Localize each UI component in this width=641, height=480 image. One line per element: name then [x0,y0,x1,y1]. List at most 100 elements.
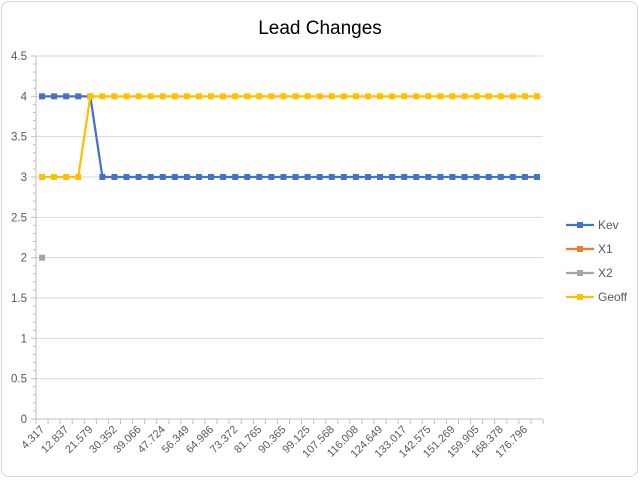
data-point-geoff [75,174,82,180]
data-point-geoff [377,93,384,100]
data-point-kev [340,174,347,180]
data-point-kev [147,174,154,180]
data-point-kev [208,174,215,180]
data-point-kev [171,174,178,180]
legend-swatch-marker [577,294,583,300]
y-tick-label: 1.5 [11,293,27,305]
data-point-kev [159,174,166,180]
y-tick-label: 4 [21,91,28,103]
data-point-geoff [316,93,323,100]
legend-item-x2: X2 [566,266,613,280]
data-point-geoff [232,93,239,100]
data-point-geoff [485,93,492,100]
data-point-kev [63,93,70,100]
data-point-kev [280,174,287,180]
data-point-geoff [159,93,166,100]
data-point-kev [401,174,408,180]
data-point-kev [473,174,480,180]
data-point-kev [485,174,492,180]
data-point-geoff [51,174,58,180]
legend-item-geoff: Geoff [566,290,628,304]
legend-label: Geoff [598,290,628,304]
data-point-kev [232,174,239,180]
data-point-geoff [208,93,215,100]
data-point-kev [75,93,82,100]
data-point-geoff [352,93,359,100]
y-tick-label: 2.5 [11,212,27,224]
data-point-geoff [304,93,311,100]
data-point-kev [497,174,504,180]
legend-label: Kev [598,218,619,232]
data-point-geoff [135,93,142,100]
data-point-geoff [87,93,94,100]
data-point-kev [377,174,384,180]
data-point-geoff [195,93,202,100]
data-point-kev [195,174,202,180]
data-point-kev [364,174,371,180]
data-point-kev [352,174,359,180]
data-point-kev [99,174,106,180]
legend: Kev X1 X2 Geoff [566,218,628,304]
data-point-kev [328,174,335,180]
data-point-geoff [473,93,480,100]
data-point-kev [51,93,58,100]
data-point-kev [521,174,528,180]
data-point-geoff [509,93,516,100]
data-point-geoff [111,93,118,100]
data-point-kev [461,174,468,180]
data-point-kev [123,174,130,180]
data-point-geoff [401,93,408,100]
data-point-geoff [256,93,263,100]
data-point-geoff [521,93,528,100]
data-point-geoff [437,93,444,100]
data-point-geoff [461,93,468,100]
series-x2 [39,254,46,261]
data-point-geoff [63,174,70,180]
series-geoff [39,93,540,180]
y-tick-label: 2 [21,253,27,265]
y-tick-label: 0.5 [11,374,27,386]
y-tick-label: 4.5 [11,51,27,63]
data-point-kev [437,174,444,180]
data-point-geoff [328,93,335,100]
data-point-kev [292,174,299,180]
data-point-x2 [39,254,46,261]
data-point-kev [389,174,396,180]
data-point-kev [304,174,311,180]
legend-label: X1 [598,242,613,256]
data-point-geoff [268,93,275,100]
y-tick-label: 3.5 [11,132,27,144]
data-point-geoff [497,93,504,100]
data-point-geoff [449,93,456,100]
data-point-kev [425,174,432,180]
data-point-geoff [123,93,130,100]
data-point-geoff [340,93,347,100]
legend-item-x1: X1 [566,242,613,256]
data-point-kev [256,174,263,180]
data-point-kev [533,174,540,180]
data-point-kev [316,174,323,180]
data-point-kev [509,174,516,180]
series-kev [39,93,540,180]
data-point-kev [135,174,142,180]
data-point-geoff [39,174,46,180]
data-point-geoff [389,93,396,100]
data-point-kev [111,174,118,180]
data-point-geoff [364,93,371,100]
y-tick-label: 0 [21,414,27,426]
data-point-kev [220,174,227,180]
data-point-kev [39,93,46,100]
data-point-kev [449,174,456,180]
legend-label: X2 [598,266,613,280]
data-point-kev [183,174,190,180]
legend-swatch-marker [577,222,583,228]
legend-swatch-marker [577,246,583,252]
data-point-geoff [183,93,190,100]
data-point-geoff [292,93,299,100]
legend-item-kev: Kev [566,218,619,232]
data-point-geoff [244,93,251,100]
y-tick-label: 1 [21,333,27,345]
data-point-geoff [171,93,178,100]
